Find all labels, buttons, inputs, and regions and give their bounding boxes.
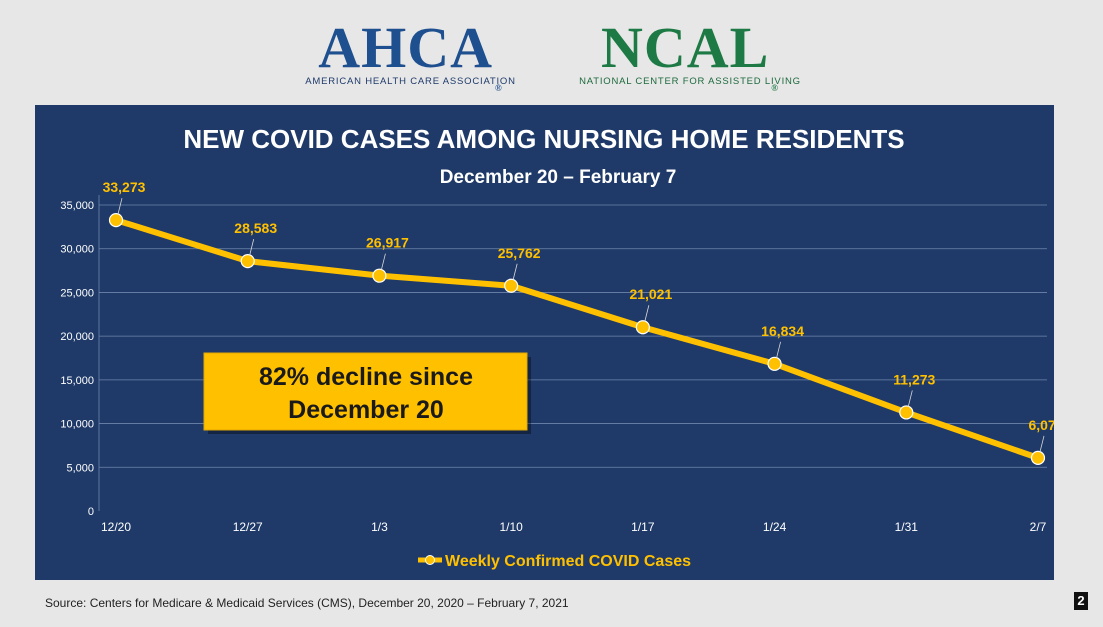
callout-line-2: December 20 [288, 396, 444, 424]
data-label-leader [776, 341, 781, 358]
data-label: 25,762 [498, 245, 541, 261]
data-point [767, 356, 782, 371]
chart-legend: Weekly Confirmed COVID Cases [418, 553, 691, 570]
x-tick-label: 1/3 [371, 520, 388, 534]
ahca-logo-subtitle: AMERICAN HEALTH CARE ASSOCIATION [305, 76, 516, 87]
chart-subtitle: December 20 – February 7 [440, 167, 677, 188]
data-label-leader [381, 253, 386, 270]
y-axis: 0 5,000 10,000 15,000 20,000 25,000 30,000 35,0… [60, 200, 94, 518]
ncal-logo-subtitle: NATIONAL CENTER FOR ASSISTED LIVING [579, 76, 801, 87]
data-point [635, 320, 650, 335]
data-label-leader [512, 263, 518, 280]
line-chart: NEW COVID CASES AMONG NURSING HOME RESID… [60, 124, 1054, 570]
decline-callout: 82% decline since December 20 [203, 352, 531, 434]
y-tick-label: 5,000 [66, 462, 94, 474]
data-label: 33,273 [103, 179, 146, 195]
ncal-registered-mark: ® [771, 83, 780, 93]
legend-label: Weekly Confirmed COVID Cases [445, 553, 691, 570]
data-label-leader [644, 305, 650, 322]
x-tick-label: 1/10 [499, 520, 523, 534]
ncal-logo: NCAL® NATIONAL CENTER FOR ASSISTED LIVIN… [575, 19, 805, 94]
data-label-leader [1039, 435, 1045, 452]
y-tick-label: 35,000 [60, 200, 94, 212]
legend-marker-swatch [425, 555, 435, 565]
ahca-logo: AHCA® AMERICAN HEALTH CARE ASSOCIATION [298, 19, 523, 94]
y-tick-label: 15,000 [60, 375, 94, 387]
x-axis: 12/20 12/27 1/3 1/10 1/17 1/24 1/31 2/7 [101, 520, 1047, 534]
data-point [504, 278, 519, 293]
x-tick-label: 1/17 [631, 520, 655, 534]
y-tick-label: 30,000 [60, 244, 94, 256]
data-point [1030, 450, 1046, 465]
data-label: 26,917 [366, 235, 409, 251]
data-label: 11,273 [893, 371, 935, 387]
data-label-leader [907, 390, 913, 407]
x-tick-label: 2/7 [1030, 520, 1047, 534]
ahca-registered-mark: ® [495, 83, 503, 93]
y-tick-label: 25,000 [60, 287, 94, 299]
ncal-logo-mark: NCAL [600, 15, 770, 80]
data-label: 6,077 [1028, 417, 1054, 433]
y-tick-label: 0 [88, 506, 94, 518]
x-tick-label: 12/20 [101, 520, 131, 534]
source-note: Source: Centers for Medicare & Medicaid … [45, 596, 569, 610]
y-tick-label: 10,000 [60, 419, 94, 431]
chart-panel: NEW COVID CASES AMONG NURSING HOME RESID… [35, 105, 1054, 580]
series-polyline [113, 217, 1041, 461]
x-tick-label: 12/27 [233, 520, 263, 534]
data-label-leader [117, 198, 123, 215]
page-number: 2 [1074, 592, 1088, 610]
data-point [240, 254, 255, 269]
chart-title: NEW COVID CASES AMONG NURSING HOME RESID… [183, 124, 904, 154]
ahca-logo-mark: AHCA [318, 15, 494, 80]
data-point [899, 405, 914, 420]
data-label: 28,583 [234, 220, 277, 236]
data-point [108, 212, 124, 228]
data-label: 21,021 [629, 286, 672, 302]
x-tick-label: 1/31 [895, 520, 919, 534]
data-label: 16,834 [761, 323, 804, 339]
data-label-leader [249, 239, 255, 256]
y-tick-label: 20,000 [60, 331, 94, 343]
x-tick-label: 1/24 [763, 520, 787, 534]
series-line: 33,273 28,583 26,917 25,762 21,021 16,834 11,2… [103, 179, 1054, 465]
data-point [372, 268, 387, 283]
callout-line-1: 82% decline since [259, 363, 473, 391]
